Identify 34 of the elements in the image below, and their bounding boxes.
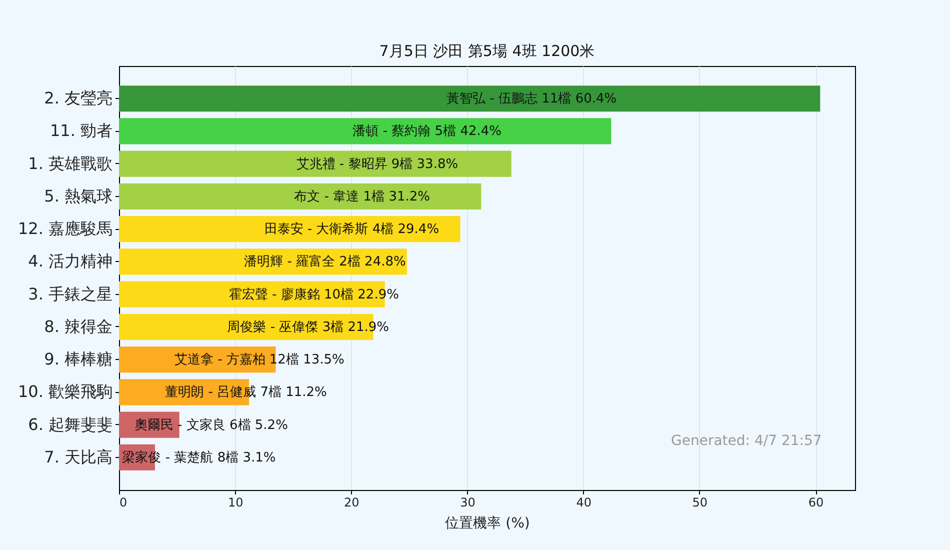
data-label: 潘明輝 - 羅富全 2檔 24.8% xyxy=(244,254,406,270)
x-axis-title: 位置機率 (%) xyxy=(445,516,530,532)
x-tick-label: 60 xyxy=(808,496,824,510)
bar xyxy=(119,86,820,112)
data-label: 艾兆禮 - 黎昭昇 9檔 33.8% xyxy=(296,156,458,172)
x-tick-label: 20 xyxy=(344,496,360,510)
data-label: 布文 - 韋達 1檔 31.2% xyxy=(294,189,430,204)
y-tick-label: 4. 活力精神 xyxy=(28,252,112,271)
data-label: 潘頓 - 蔡約翰 5檔 42.4% xyxy=(352,124,502,140)
y-tick-label: 7. 天比高 xyxy=(44,447,112,466)
y-tick-label: 6. 起舞斐斐 xyxy=(28,414,112,434)
y-tick-label: 9. 棒棒糖 xyxy=(44,350,112,369)
data-label: 田泰安 - 大衛希斯 4檔 29.4% xyxy=(264,221,440,238)
y-tick-label: 5. 熱氣球 xyxy=(44,186,112,206)
y-tick-label: 8. 辣得金 xyxy=(44,316,112,336)
chart-title: 7月5日 沙田 第5場 4班 1200米 xyxy=(379,42,595,60)
x-tick-label: 50 xyxy=(692,496,708,510)
annotation: Generated: 4/7 21:57 xyxy=(671,433,822,449)
data-label: 奧爾民 - 文家良 6檔 5.2% xyxy=(134,416,288,433)
y-tick-label: 11. 勁者 xyxy=(50,121,112,140)
y-tick-label: 12. 嘉應駿馬 xyxy=(18,219,112,238)
y-tick-label: 1. 英雄戰歌 xyxy=(28,154,112,173)
y-tick-label: 2. 友瑩亮 xyxy=(44,88,112,108)
x-tick-label: 0 xyxy=(120,496,128,510)
bar xyxy=(119,150,512,177)
x-tick-label: 10 xyxy=(228,496,244,510)
bar xyxy=(119,183,482,210)
bar xyxy=(119,118,612,144)
y-tick-label: 10. 歡樂飛駒 xyxy=(18,382,112,402)
x-tick-label: 30 xyxy=(460,496,476,510)
data-label: 黃智弘 - 伍鵬志 11檔 60.4% xyxy=(446,92,617,107)
x-tick-label: 40 xyxy=(576,496,592,510)
y-tick-label: 3. 手錶之星 xyxy=(28,284,112,304)
bar xyxy=(119,216,460,242)
